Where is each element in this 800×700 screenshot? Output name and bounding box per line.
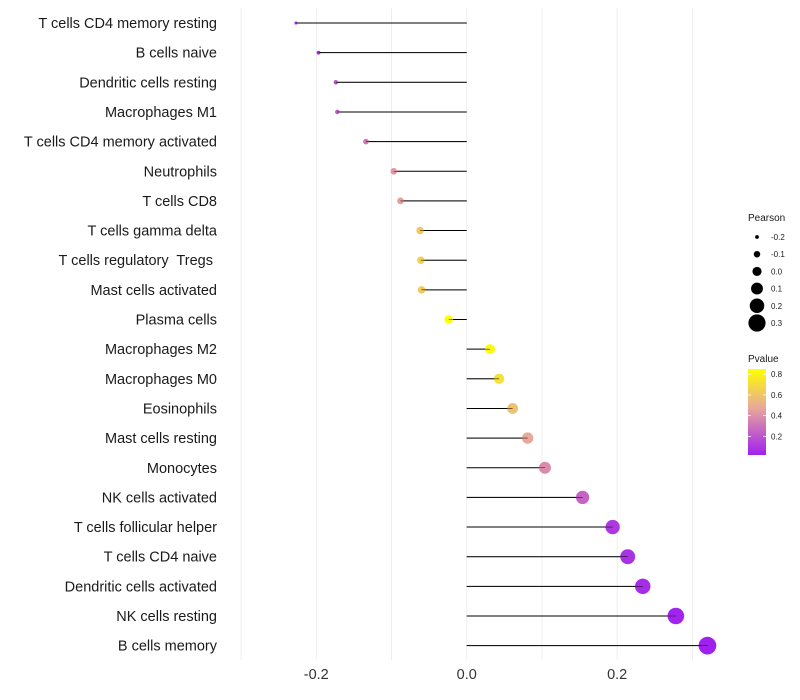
size-legend-label: 0.2 [771,302,783,311]
category-label: T cells CD8 [142,194,217,210]
x-tick-label: -0.2 [304,667,329,683]
color-legend-label: 0.4 [771,412,783,421]
category-label: Neutrophils [144,164,217,180]
category-label: Macrophages M0 [105,372,217,388]
category-label: T cells CD4 naive [104,550,217,566]
category-label: T cells gamma delta [88,224,218,240]
size-legend-key [751,282,763,295]
size-legend-label: -0.1 [771,250,785,259]
size-legend-key [755,235,759,239]
size-legend-key [749,298,765,314]
size-legend-label: 0.0 [771,267,783,276]
category-labels: T cells CD4 memory resting B cells naive D… [24,16,218,655]
size-legend-label: 0.1 [771,285,783,294]
color-legend-title: Pvalue [748,354,779,365]
color-legend: Pvalue 0.2 0.4 0.6 0.8 [748,354,783,455]
category-label: Mast cells resting [105,431,217,447]
category-label: T cells follicular helper [74,520,217,536]
category-label: Mast cells activated [90,283,217,299]
category-label: T cells CD4 memory resting [38,16,217,32]
category-label: Plasma cells [136,313,217,329]
size-legend-label: 0.3 [771,319,783,328]
lollipop-point [521,432,534,444]
x-tick-label: 0.0 [457,667,477,683]
category-label: Eosinophils [143,401,217,417]
lollipop-point [635,578,651,595]
size-legend: Pearson -0.2 -0.1 0.0 0.1 0.2 0.3 [748,213,785,332]
size-legend-key [752,266,762,276]
color-legend-label: 0.8 [771,370,783,379]
category-label: Macrophages M1 [105,105,217,121]
category-label: Monocytes [147,461,217,477]
grid-lines [240,8,693,660]
category-label: NK cells activated [102,490,217,506]
size-legend-title: Pearson [748,213,785,224]
color-legend-bar [748,369,766,455]
category-label: T cells regulatory Tregs [59,253,218,269]
lollipop-point [417,256,425,264]
x-tick-label: 0.2 [607,667,627,683]
size-legend-key [748,314,766,332]
category-label: NK cells resting [116,609,217,625]
size-legend-key [753,250,761,258]
lollipop-point [444,315,453,324]
category-label: Dendritic cells resting [79,75,217,91]
color-legend-label: 0.6 [771,391,783,400]
category-label: B cells memory [118,639,218,655]
category-label: B cells naive [136,46,217,62]
category-label: Dendritic cells activated [65,579,217,595]
color-legend-label: 0.2 [771,432,783,441]
lollipop-point [294,21,298,25]
x-axis: -0.2 0.0 0.2 [304,667,627,683]
category-label: T cells CD4 memory activated [24,135,217,151]
lollipop-point [538,461,551,474]
size-legend-label: -0.2 [771,233,785,242]
category-label: Macrophages M2 [105,342,217,358]
plot-marks [294,21,717,655]
lollipop-point [363,138,369,145]
